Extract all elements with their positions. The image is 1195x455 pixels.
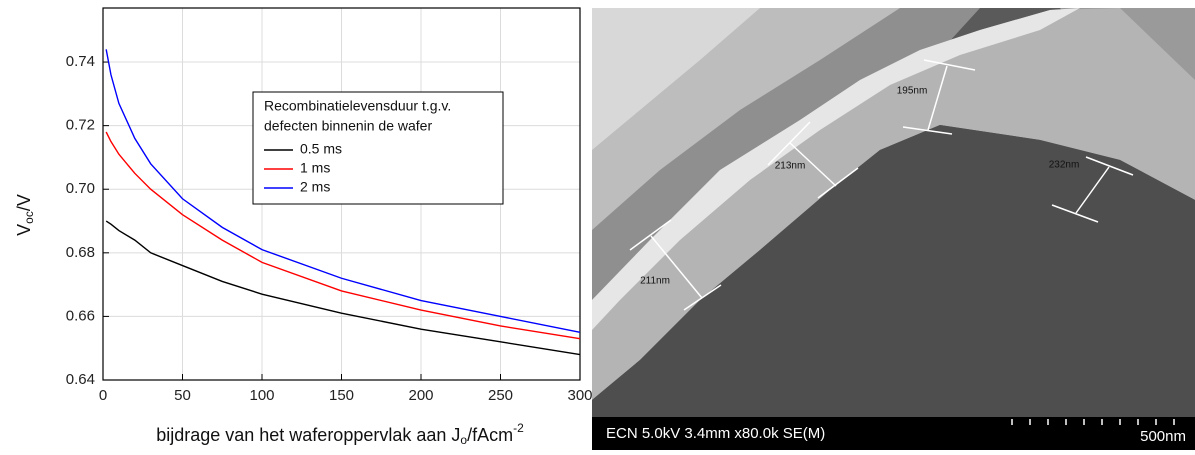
- x-tick-label: 200: [408, 387, 433, 404]
- legend-box: [252, 91, 504, 205]
- sem-image: 195nm 213nm 232nm 211nm ECN 5.0kV 3.4mm …: [592, 8, 1195, 450]
- x-label-rest: /fAcm: [467, 425, 513, 445]
- measurement-lines: [629, 59, 1134, 311]
- y-tick-label: 0.64: [66, 371, 95, 388]
- info-bar: [592, 417, 1195, 450]
- series-line: [105, 220, 581, 356]
- legend-label: 2 ms: [300, 179, 330, 195]
- x-tick-label: 150: [329, 387, 354, 404]
- measurement-label: 195nm: [897, 86, 928, 97]
- y-tick-label: 0.72: [66, 117, 95, 134]
- scale-label: 500nm: [1140, 428, 1186, 445]
- x-axis-label: bijdrage van het waferoppervlak aan Jo/f…: [156, 421, 524, 447]
- x-label-sub: o: [460, 433, 467, 447]
- legend-label: 0.5 ms: [300, 141, 342, 157]
- y-label-main: V: [14, 224, 34, 236]
- legend-title: defecten binnenin de wafer: [264, 118, 432, 134]
- y-label-sub: oc: [22, 211, 36, 224]
- x-label-main: bijdrage van het waferoppervlak aan J: [156, 425, 460, 445]
- x-tick-label: 250: [488, 387, 513, 404]
- measurement-label: 232nm: [1049, 160, 1080, 171]
- scale-bar: [1011, 419, 1175, 425]
- x-tick-label: 100: [249, 387, 274, 404]
- series-line: [105, 131, 581, 340]
- series-line: [105, 49, 581, 333]
- sem-bright-corner: [592, 8, 760, 150]
- y-label-rest: /V: [14, 194, 34, 211]
- y-axis-label: Voc/V: [14, 194, 36, 236]
- legend-title: Recombinatielevensduur t.g.v.: [264, 98, 451, 114]
- sem-film: [592, 8, 1195, 400]
- y-tick-label: 0.66: [66, 307, 95, 324]
- legend-label: 1 ms: [300, 160, 330, 176]
- y-tick-label: 0.68: [66, 244, 95, 261]
- x-tick-label: 0: [99, 387, 107, 404]
- x-tick-label: 300: [567, 387, 592, 404]
- measurement-label: 213nm: [775, 161, 806, 172]
- sem-substrate: [592, 125, 1195, 417]
- x-label-sup: -2: [513, 421, 524, 435]
- info-text: ECN 5.0kV 3.4mm x80.0k SE(M): [606, 425, 825, 442]
- x-tick-label: 50: [174, 387, 191, 404]
- plot-frame: [102, 7, 581, 381]
- y-tick-label: 0.70: [66, 180, 95, 197]
- y-tick-label: 0.74: [66, 53, 95, 70]
- measurement-label: 211nm: [640, 276, 670, 287]
